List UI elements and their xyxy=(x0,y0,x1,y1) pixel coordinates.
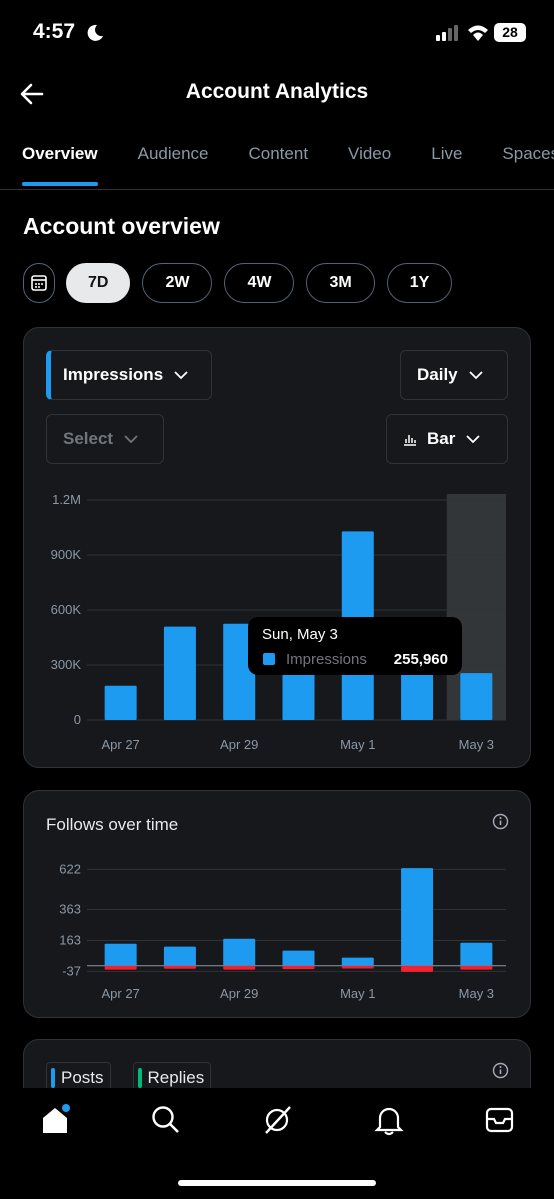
chevron xyxy=(469,371,483,380)
range-chip[interactable]: 7D xyxy=(66,263,131,303)
x-tick-label: Apr 27 xyxy=(101,737,139,752)
chart-type-dropdown[interactable]: Bar xyxy=(386,414,508,464)
y-tick-label: 600K xyxy=(51,602,82,617)
y-tick-label: 163 xyxy=(59,932,81,947)
y-tick-label: 1.2M xyxy=(52,492,81,507)
follows-card xyxy=(23,790,531,1018)
card-title: Follows over time xyxy=(46,815,179,834)
compare-dropdown[interactable]: Select xyxy=(46,414,164,464)
tooltip-value: 255,960 xyxy=(393,651,448,668)
calendar-button[interactable] xyxy=(23,263,55,303)
bar xyxy=(223,965,256,970)
bar xyxy=(104,685,137,720)
tab[interactable]: Video xyxy=(348,144,392,163)
bar xyxy=(401,965,434,972)
bar xyxy=(163,946,196,966)
compare-label: Select xyxy=(63,429,114,448)
interval-label: Daily xyxy=(417,365,458,384)
range-chip[interactable]: 4W xyxy=(224,263,295,303)
wifi-icon xyxy=(468,25,488,41)
tab[interactable]: Live xyxy=(431,144,463,163)
bar xyxy=(163,626,196,720)
tooltip-swatch xyxy=(263,653,275,665)
page-title: Account Analytics xyxy=(185,80,369,103)
nav-home[interactable] xyxy=(40,1104,72,1136)
info-icon[interactable] xyxy=(492,1062,509,1079)
battery: 28 xyxy=(494,23,526,42)
chevron xyxy=(466,435,480,444)
status-time: 4:57 xyxy=(33,20,76,43)
y-tick-label: 300K xyxy=(51,657,82,672)
y-tick-label: 0 xyxy=(74,712,81,727)
bar xyxy=(282,965,315,970)
y-tick-label: 900K xyxy=(51,547,82,562)
bar xyxy=(282,950,315,966)
y-tick-label: 622 xyxy=(59,861,81,876)
metric-dropdown[interactable]: Impressions xyxy=(46,350,212,400)
nav-notifications[interactable] xyxy=(374,1104,406,1136)
metric-label: Impressions xyxy=(63,365,164,384)
tooltip: Sun, May 3 Impressions 255,960 xyxy=(248,617,462,675)
moon-icon xyxy=(87,24,103,41)
bar xyxy=(223,938,256,966)
tooltip-date: Sun, May 3 xyxy=(262,626,338,643)
x-tick-label: Apr 29 xyxy=(220,986,258,1001)
bar xyxy=(401,666,434,720)
divider xyxy=(0,189,554,190)
x-tick-label: May 1 xyxy=(340,737,375,752)
legend-swatch xyxy=(51,1068,55,1088)
range-selector: 7D 2W 4W 3M 1Y xyxy=(66,263,453,303)
legend-swatch xyxy=(137,1068,142,1088)
x-tick-label: Apr 29 xyxy=(220,737,258,752)
info-icon[interactable] xyxy=(492,813,509,830)
x-tick-label: May 3 xyxy=(459,986,494,1001)
impressions-chart: 0 300K 600K 900K 1.2M Apr 27 Apr 29 May 1 May 3 xyxy=(51,492,506,752)
tab[interactable]: Audience xyxy=(137,144,209,163)
bar xyxy=(104,965,137,970)
tab[interactable]: Overview xyxy=(22,144,98,163)
range-chip[interactable]: 2W xyxy=(142,263,213,303)
bar xyxy=(460,965,493,970)
tab-indicator xyxy=(22,182,98,186)
nav-messages[interactable] xyxy=(484,1104,516,1136)
legend-label: Replies xyxy=(147,1068,205,1087)
bar xyxy=(341,957,374,966)
nav-search[interactable] xyxy=(150,1104,182,1136)
chevron xyxy=(174,371,188,380)
bar xyxy=(163,965,196,969)
bar xyxy=(104,943,137,966)
chart-type-label: Bar xyxy=(427,429,456,448)
interval-dropdown[interactable]: Daily xyxy=(400,350,508,400)
y-tick-label: 363 xyxy=(59,901,81,916)
calendar-icon xyxy=(31,275,47,291)
chevron xyxy=(124,435,138,444)
bar xyxy=(401,868,434,966)
tooltip-series: Impressions xyxy=(286,651,367,668)
bar xyxy=(341,965,374,969)
posts-legend: Posts Replies xyxy=(46,1062,212,1094)
bar xyxy=(460,673,493,720)
home-indicator xyxy=(178,1180,376,1186)
tab-bar: Overview Audience Content Video Live Spaces xyxy=(22,144,554,174)
range-chip[interactable]: 1Y xyxy=(386,263,453,303)
bar xyxy=(223,623,256,720)
follows-chart: -37 163 363 622 Apr 27 Apr 29 May 1 May 3 xyxy=(59,861,506,1001)
tab[interactable]: Content xyxy=(248,144,309,163)
bar-icon xyxy=(404,435,416,446)
nav-grok[interactable] xyxy=(262,1104,294,1136)
legend-label: Posts xyxy=(61,1068,104,1087)
y-tick-label: -37 xyxy=(62,963,81,978)
x-tick-label: May 3 xyxy=(459,737,494,752)
signal-icon xyxy=(436,25,458,41)
x-tick-label: Apr 27 xyxy=(101,986,139,1001)
bar xyxy=(460,942,493,966)
bar xyxy=(282,665,315,720)
tab[interactable]: Spaces xyxy=(502,144,554,163)
range-chip[interactable]: 3M xyxy=(306,263,375,303)
x-tick-label: May 1 xyxy=(340,986,375,1001)
back-button[interactable] xyxy=(20,82,46,106)
section-title: Account overview xyxy=(23,213,220,239)
